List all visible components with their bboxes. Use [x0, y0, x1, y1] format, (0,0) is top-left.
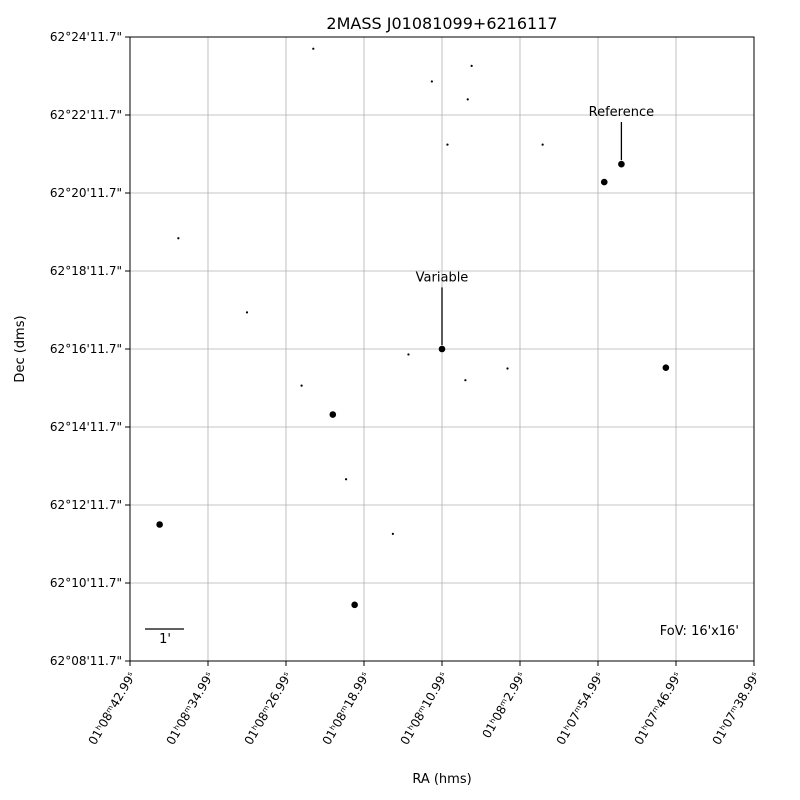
stars: [156, 47, 670, 609]
x-tick-label: 01ʰ08ᵐ42.99ˢ: [86, 670, 139, 748]
y-axis-label: Dec (dms): [13, 315, 28, 382]
scale-bar-label: 1': [159, 632, 171, 647]
star-point: [344, 478, 348, 481]
star-point: [391, 532, 394, 535]
star-point: [351, 601, 358, 609]
star-point: [506, 367, 509, 370]
annotation-label: Variable: [416, 270, 469, 285]
x-axis-label: RA (hms): [412, 772, 471, 787]
y-tick-label: 62°22'11.7": [50, 108, 122, 122]
star-point: [466, 98, 469, 101]
y-tick-label: 62°10'11.7": [50, 576, 122, 590]
y-tick-label: 62°14'11.7": [50, 420, 122, 434]
star-point: [618, 160, 625, 168]
star-point: [464, 379, 467, 382]
fov-label: FoV: 16'x16': [660, 624, 739, 639]
star-point: [662, 364, 670, 372]
x-tick-label: 01ʰ07ᵐ46.99ˢ: [632, 670, 685, 748]
star-point: [407, 353, 410, 356]
star-point: [300, 384, 303, 387]
x-ticks: 01ʰ08ᵐ42.99ˢ 01ʰ08ᵐ34.99ˢ 01ʰ08ᵐ26.99ˢ 01ʰ0…: [86, 661, 763, 747]
x-tick-label: 01ʰ08ᵐ34.99ˢ: [164, 670, 217, 748]
y-ticks: 62°08'11.7" 62°10'11.7" 62°12'11.7" 62°14'1…: [50, 30, 130, 668]
x-tick-label: 01ʰ07ᵐ54.99ˢ: [554, 670, 607, 748]
star-point: [156, 521, 163, 528]
star-point: [438, 345, 446, 353]
y-tick-label: 62°24'11.7": [50, 30, 122, 44]
y-tick-label: 62°20'11.7": [50, 186, 122, 200]
star-point: [430, 80, 433, 83]
annotation-label: Reference: [589, 105, 654, 120]
star-point: [312, 47, 315, 50]
star-point: [329, 411, 337, 418]
grid: [130, 37, 754, 661]
y-tick-label: 62°12'11.7": [50, 498, 122, 512]
x-tick-label: 01ʰ08ᵐ26.99ˢ: [242, 670, 295, 748]
x-tick-label: 01ʰ07ᵐ38.99ˢ: [710, 670, 763, 748]
y-tick-label: 62°08'11.7": [50, 654, 122, 668]
star-point: [177, 237, 180, 240]
chart-title: 2MASS J01081099+6216117: [326, 14, 557, 33]
x-tick-label: 01ʰ08ᵐ2.99ˢ: [479, 670, 528, 741]
star-point: [446, 143, 449, 146]
y-tick-label: 62°16'11.7": [50, 342, 122, 356]
star-point: [470, 64, 473, 67]
star-point: [541, 143, 544, 146]
star-point: [600, 178, 608, 186]
annotations: Variable Reference: [416, 105, 654, 345]
x-tick-label: 01ʰ08ᵐ10.99ˢ: [398, 670, 451, 748]
x-tick-label: 01ʰ08ᵐ18.99ˢ: [320, 670, 373, 748]
y-tick-label: 62°18'11.7": [50, 264, 122, 278]
star-point: [245, 311, 249, 314]
